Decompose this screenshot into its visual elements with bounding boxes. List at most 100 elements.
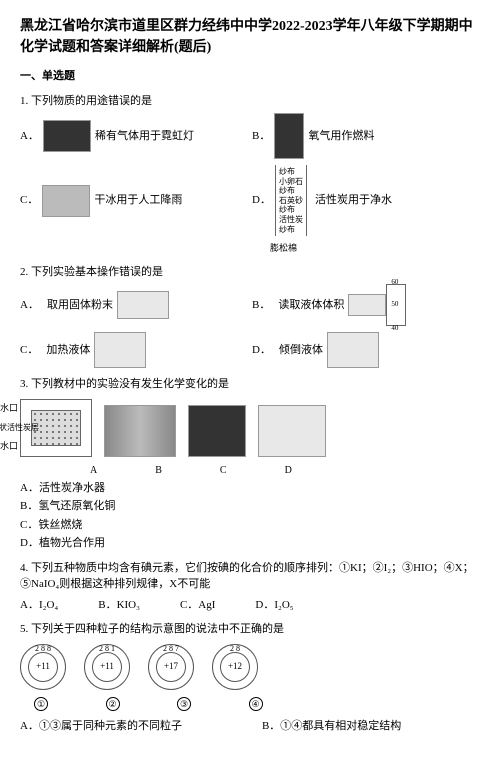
q1-d-text: 活性炭用于净水 bbox=[315, 192, 392, 209]
q4-opt-c: C．AgI bbox=[180, 597, 215, 614]
q3-option-list: A．活性炭净水器 B．氢气还原氧化铜 C．铁丝燃烧 D．植物光合作用 bbox=[20, 480, 484, 552]
q1-a-label: A． bbox=[20, 128, 39, 145]
spark-image bbox=[188, 405, 246, 457]
q1-stem: 1. 下列物质的用途错误的是 bbox=[20, 93, 484, 110]
q3-stem: 3. 下列教材中的实验没有发生化学变化的是 bbox=[20, 376, 484, 393]
atom-2-core: +11 bbox=[92, 652, 122, 682]
atom-4: 2 8 +12 bbox=[212, 644, 258, 690]
atom-2-shells: 2 8 1 bbox=[85, 643, 129, 655]
q2-options-row2: C． 加热液体 D． 倾倒液体 bbox=[20, 332, 484, 368]
filter-layer: 纱布 bbox=[279, 225, 303, 235]
atom-3-core: +17 bbox=[156, 652, 186, 682]
q1-d-diagram: 纱布 小卵石 纱布 石英砂 纱布 活性炭 纱布 bbox=[275, 165, 311, 236]
q2-b-scale: 50 bbox=[386, 284, 406, 326]
q2-opt-c: C． 加热液体 bbox=[20, 332, 252, 368]
q1-opt-a: A． 稀有气体用于霓虹灯 bbox=[20, 120, 252, 152]
q4-opt-d: D．I₂O₅ bbox=[255, 597, 293, 614]
plant-image bbox=[258, 405, 326, 457]
q2-b-image bbox=[348, 294, 386, 316]
atom-4-core: +12 bbox=[220, 652, 250, 682]
filter-diagram: 纱布 小卵石 纱布 石英砂 纱布 活性炭 纱布 bbox=[275, 165, 307, 236]
q5-circle-labels: ① ② ③ ④ bbox=[30, 696, 484, 713]
q2-d-label: D． bbox=[252, 342, 271, 359]
q1-c-text: 干冰用于人工降雨 bbox=[94, 192, 182, 209]
io-bot: 入水口 bbox=[0, 440, 18, 454]
q1-opt-b: B． 氧气用作燃料 bbox=[252, 113, 484, 159]
q3-img-a: 出水口 粒状活性炭层 入水口 bbox=[20, 399, 92, 457]
filter-layer: 纱布 bbox=[279, 167, 303, 177]
atom-4-shells: 2 8 bbox=[213, 643, 257, 655]
q1-c-label: C． bbox=[20, 192, 38, 209]
q1-c-image bbox=[42, 185, 90, 217]
q4-stem: 4. 下列五种物质中均含有碘元素，它们按碘的化合价的顺序排列：①KI；②I₂；③… bbox=[20, 560, 484, 593]
q3-img-b bbox=[104, 405, 176, 457]
filter-layer: 小卵石 bbox=[279, 177, 303, 187]
q2-stem: 2. 下列实验基本操作错误的是 bbox=[20, 264, 484, 281]
q3-labels: A B C D bbox=[90, 463, 484, 478]
q2-b-text: 读取液体体积 bbox=[278, 297, 344, 314]
q5-stem: 5. 下列关于四种粒子的结构示意图的说法中不正确的是 bbox=[20, 621, 484, 638]
atom-2: 2 8 1 +11 bbox=[84, 644, 130, 690]
q4-options: A．I₂O₄ B．KIO₃ C．AgI D．I₂O₅ bbox=[20, 597, 484, 614]
q3-apparatus: 出水口 粒状活性炭层 入水口 bbox=[20, 399, 92, 457]
q3-img-c bbox=[188, 405, 246, 457]
q2-a-image bbox=[117, 291, 169, 319]
q5-atoms: 2 8 8 +11 2 8 1 +11 2 8 7 +17 2 8 +12 bbox=[20, 644, 484, 690]
q1-b-text: 氧气用作燃料 bbox=[308, 128, 374, 145]
q5-options: A．①③属于同种元素的不同粒子 B．①④都具有相对稳定结构 bbox=[20, 718, 484, 735]
q1-b-image bbox=[274, 113, 304, 159]
q3-images: 出水口 粒状活性炭层 入水口 bbox=[20, 399, 484, 457]
q3-opt-a: A．活性炭净水器 bbox=[20, 480, 484, 497]
q1-a-text: 稀有气体用于霓虹灯 bbox=[95, 128, 194, 145]
atom-1: 2 8 8 +11 bbox=[20, 644, 66, 690]
apparatus-label: 粒状活性炭层 bbox=[0, 422, 39, 434]
q3-label-c: C bbox=[220, 463, 227, 478]
q4-opt-a: A．I₂O₄ bbox=[20, 597, 58, 614]
tube-image bbox=[104, 405, 176, 457]
q1-options-row2: C． 干冰用于人工降雨 D． 纱布 小卵石 纱布 石英砂 纱布 活性炭 纱布 活… bbox=[20, 165, 484, 236]
filter-layer: 纱布 bbox=[279, 205, 303, 215]
q3-opt-b: B．氢气还原氧化铜 bbox=[20, 498, 484, 515]
atom-1-shells: 2 8 8 bbox=[21, 643, 65, 655]
filter-layer: 石英砂 bbox=[279, 196, 303, 206]
q1-d-caption: 膨松棉 bbox=[270, 242, 484, 256]
atom-1-core: +11 bbox=[28, 652, 58, 682]
q2-options-row1: A． 取用固体粉末 B． 读取液体体积 50 bbox=[20, 284, 484, 326]
q1-opt-d: D． 纱布 小卵石 纱布 石英砂 纱布 活性炭 纱布 活性炭用于净水 bbox=[252, 165, 484, 236]
q5-opt-b: B．①④都具有相对稳定结构 bbox=[262, 718, 401, 735]
q3-img-d bbox=[258, 405, 326, 457]
section-heading: 一、单选题 bbox=[20, 68, 484, 85]
q2-c-label: C． bbox=[20, 342, 38, 359]
q2-b-label: B． bbox=[252, 297, 270, 314]
circ-2: ② bbox=[106, 697, 120, 711]
q2-c-text: 加热液体 bbox=[46, 342, 90, 359]
exam-title: 黑龙江省哈尔滨市道里区群力经纬中中学2022-2023学年八年级下学期期中化学试… bbox=[20, 16, 484, 58]
scale-mid: 50 bbox=[391, 299, 398, 310]
q5-opt-a: A．①③属于同种元素的不同粒子 bbox=[20, 718, 182, 735]
q2-d-text: 倾倒液体 bbox=[279, 342, 323, 359]
circ-4: ④ bbox=[249, 697, 263, 711]
atom-3-shells: 2 8 7 bbox=[149, 643, 193, 655]
q4-opt-b: B．KIO₃ bbox=[98, 597, 140, 614]
q2-d-image bbox=[327, 332, 379, 368]
q2-c-image bbox=[94, 332, 146, 368]
q3-opt-d: D．植物光合作用 bbox=[20, 535, 484, 552]
q1-opt-c: C． 干冰用于人工降雨 bbox=[20, 185, 252, 217]
q3-label-b: B bbox=[155, 463, 162, 478]
io-top: 出水口 bbox=[0, 402, 18, 416]
filter-layer: 活性炭 bbox=[279, 215, 303, 225]
q3-opt-c: C．铁丝燃烧 bbox=[20, 517, 484, 534]
q3-label-d: D bbox=[285, 463, 292, 478]
q2-a-text: 取用固体粉末 bbox=[47, 297, 113, 314]
q1-d-label: D． bbox=[252, 192, 271, 209]
atom-3: 2 8 7 +17 bbox=[148, 644, 194, 690]
q1-b-label: B． bbox=[252, 128, 270, 145]
q3-label-a: A bbox=[90, 463, 97, 478]
circ-3: ③ bbox=[177, 697, 191, 711]
q2-opt-b: B． 读取液体体积 50 bbox=[252, 284, 484, 326]
q1-a-image bbox=[43, 120, 91, 152]
q2-a-label: A． bbox=[20, 297, 39, 314]
circ-1: ① bbox=[34, 697, 48, 711]
q2-opt-d: D． 倾倒液体 bbox=[252, 332, 484, 368]
q2-opt-a: A． 取用固体粉末 bbox=[20, 291, 252, 319]
